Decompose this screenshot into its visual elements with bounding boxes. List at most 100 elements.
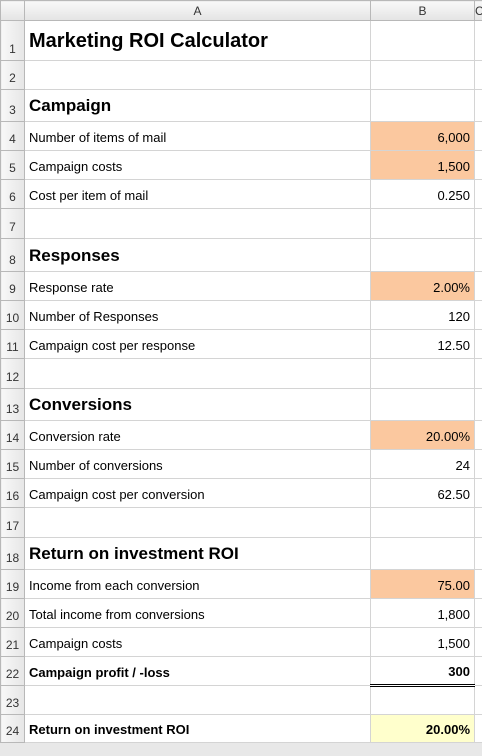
cell[interactable] <box>370 685 475 715</box>
cell[interactable] <box>474 238 482 272</box>
cell[interactable]: 75.00 <box>370 569 475 599</box>
cell[interactable] <box>370 89 475 122</box>
cell[interactable] <box>474 598 482 628</box>
cell[interactable] <box>474 300 482 330</box>
row-number[interactable]: 4 <box>0 121 25 151</box>
cell[interactable]: Campaign cost per conversion <box>24 478 371 508</box>
cell[interactable]: 6,000 <box>370 121 475 151</box>
cell[interactable] <box>474 507 482 538</box>
row-number[interactable]: 23 <box>0 685 25 715</box>
cell[interactable]: 24 <box>370 449 475 479</box>
cell[interactable]: 120 <box>370 300 475 330</box>
cell[interactable]: 20.00% <box>370 420 475 450</box>
cell[interactable]: Campaign profit / -loss <box>24 656 371 686</box>
row-number[interactable]: 3 <box>0 89 25 122</box>
cell[interactable] <box>370 20 475 61</box>
cell[interactable] <box>474 208 482 239</box>
row-number[interactable]: 22 <box>0 656 25 686</box>
row-number[interactable]: 8 <box>0 238 25 272</box>
row-number[interactable]: 12 <box>0 358 25 389</box>
cell[interactable] <box>24 685 371 715</box>
cell[interactable] <box>474 20 482 61</box>
cell[interactable] <box>370 358 475 389</box>
corner-cell[interactable] <box>0 0 25 21</box>
cell[interactable] <box>474 627 482 657</box>
cell[interactable] <box>474 569 482 599</box>
cell[interactable] <box>24 507 371 538</box>
cell[interactable] <box>24 60 371 90</box>
cell[interactable]: Responses <box>24 238 371 272</box>
cell[interactable] <box>370 238 475 272</box>
cell[interactable]: Number of conversions <box>24 449 371 479</box>
row-number[interactable]: 11 <box>0 329 25 359</box>
cell[interactable] <box>370 537 475 570</box>
cell[interactable]: Return on investment ROI <box>24 537 371 570</box>
cell[interactable]: Campaign cost per response <box>24 329 371 359</box>
cell[interactable] <box>370 60 475 90</box>
cell[interactable] <box>474 179 482 209</box>
cell[interactable] <box>474 714 482 743</box>
cell[interactable] <box>474 537 482 570</box>
cell[interactable] <box>474 420 482 450</box>
cell[interactable]: Conversion rate <box>24 420 371 450</box>
row-number[interactable]: 21 <box>0 627 25 657</box>
cell[interactable] <box>474 329 482 359</box>
row-number[interactable]: 2 <box>0 60 25 90</box>
cell[interactable]: 1,800 <box>370 598 475 628</box>
row-number[interactable]: 24 <box>0 714 25 743</box>
cell[interactable] <box>474 388 482 421</box>
row-number[interactable]: 14 <box>0 420 25 450</box>
cell[interactable] <box>24 358 371 389</box>
cell[interactable] <box>474 121 482 151</box>
column-header[interactable]: A <box>24 0 371 21</box>
cell[interactable] <box>370 507 475 538</box>
row-number[interactable]: 19 <box>0 569 25 599</box>
cell[interactable]: Income from each conversion <box>24 569 371 599</box>
cell[interactable]: Total income from conversions <box>24 598 371 628</box>
row-number[interactable]: 5 <box>0 150 25 180</box>
cell[interactable]: 12.50 <box>370 329 475 359</box>
cell[interactable] <box>474 685 482 715</box>
cell[interactable] <box>474 271 482 301</box>
cell[interactable]: Campaign <box>24 89 371 122</box>
row-number[interactable]: 10 <box>0 300 25 330</box>
cell[interactable]: 2.00% <box>370 271 475 301</box>
cell[interactable]: Number of Responses <box>24 300 371 330</box>
row-number[interactable]: 17 <box>0 507 25 538</box>
cell[interactable] <box>370 208 475 239</box>
cell[interactable]: 0.250 <box>370 179 475 209</box>
cell[interactable]: Cost per item of mail <box>24 179 371 209</box>
row-number[interactable]: 1 <box>0 20 25 61</box>
cell[interactable] <box>474 656 482 686</box>
cell[interactable] <box>24 208 371 239</box>
cell[interactable] <box>370 388 475 421</box>
cell[interactable] <box>474 478 482 508</box>
row-number[interactable]: 6 <box>0 179 25 209</box>
cell[interactable]: Return on investment ROI <box>24 714 371 743</box>
row-number[interactable]: 16 <box>0 478 25 508</box>
row-number[interactable]: 7 <box>0 208 25 239</box>
cell[interactable] <box>474 449 482 479</box>
cell[interactable] <box>474 358 482 389</box>
cell[interactable]: Response rate <box>24 271 371 301</box>
column-header[interactable]: B <box>370 0 475 21</box>
cell[interactable]: 62.50 <box>370 478 475 508</box>
cell[interactable]: 1,500 <box>370 627 475 657</box>
row-number[interactable]: 20 <box>0 598 25 628</box>
row-number[interactable]: 9 <box>0 271 25 301</box>
cell[interactable]: Campaign costs <box>24 627 371 657</box>
row-number[interactable]: 18 <box>0 537 25 570</box>
cell[interactable]: 20.00% <box>370 714 475 743</box>
cell[interactable]: 1,500 <box>370 150 475 180</box>
cell[interactable]: Campaign costs <box>24 150 371 180</box>
cell[interactable]: 300 <box>370 656 475 687</box>
cell[interactable] <box>474 60 482 90</box>
cell[interactable]: Number of items of mail <box>24 121 371 151</box>
cell[interactable]: Conversions <box>24 388 371 421</box>
row-number[interactable]: 15 <box>0 449 25 479</box>
row-number[interactable]: 13 <box>0 388 25 421</box>
cell[interactable] <box>474 150 482 180</box>
cell[interactable] <box>474 89 482 122</box>
column-header[interactable]: C <box>474 0 482 21</box>
cell[interactable]: Marketing ROI Calculator <box>24 20 371 61</box>
